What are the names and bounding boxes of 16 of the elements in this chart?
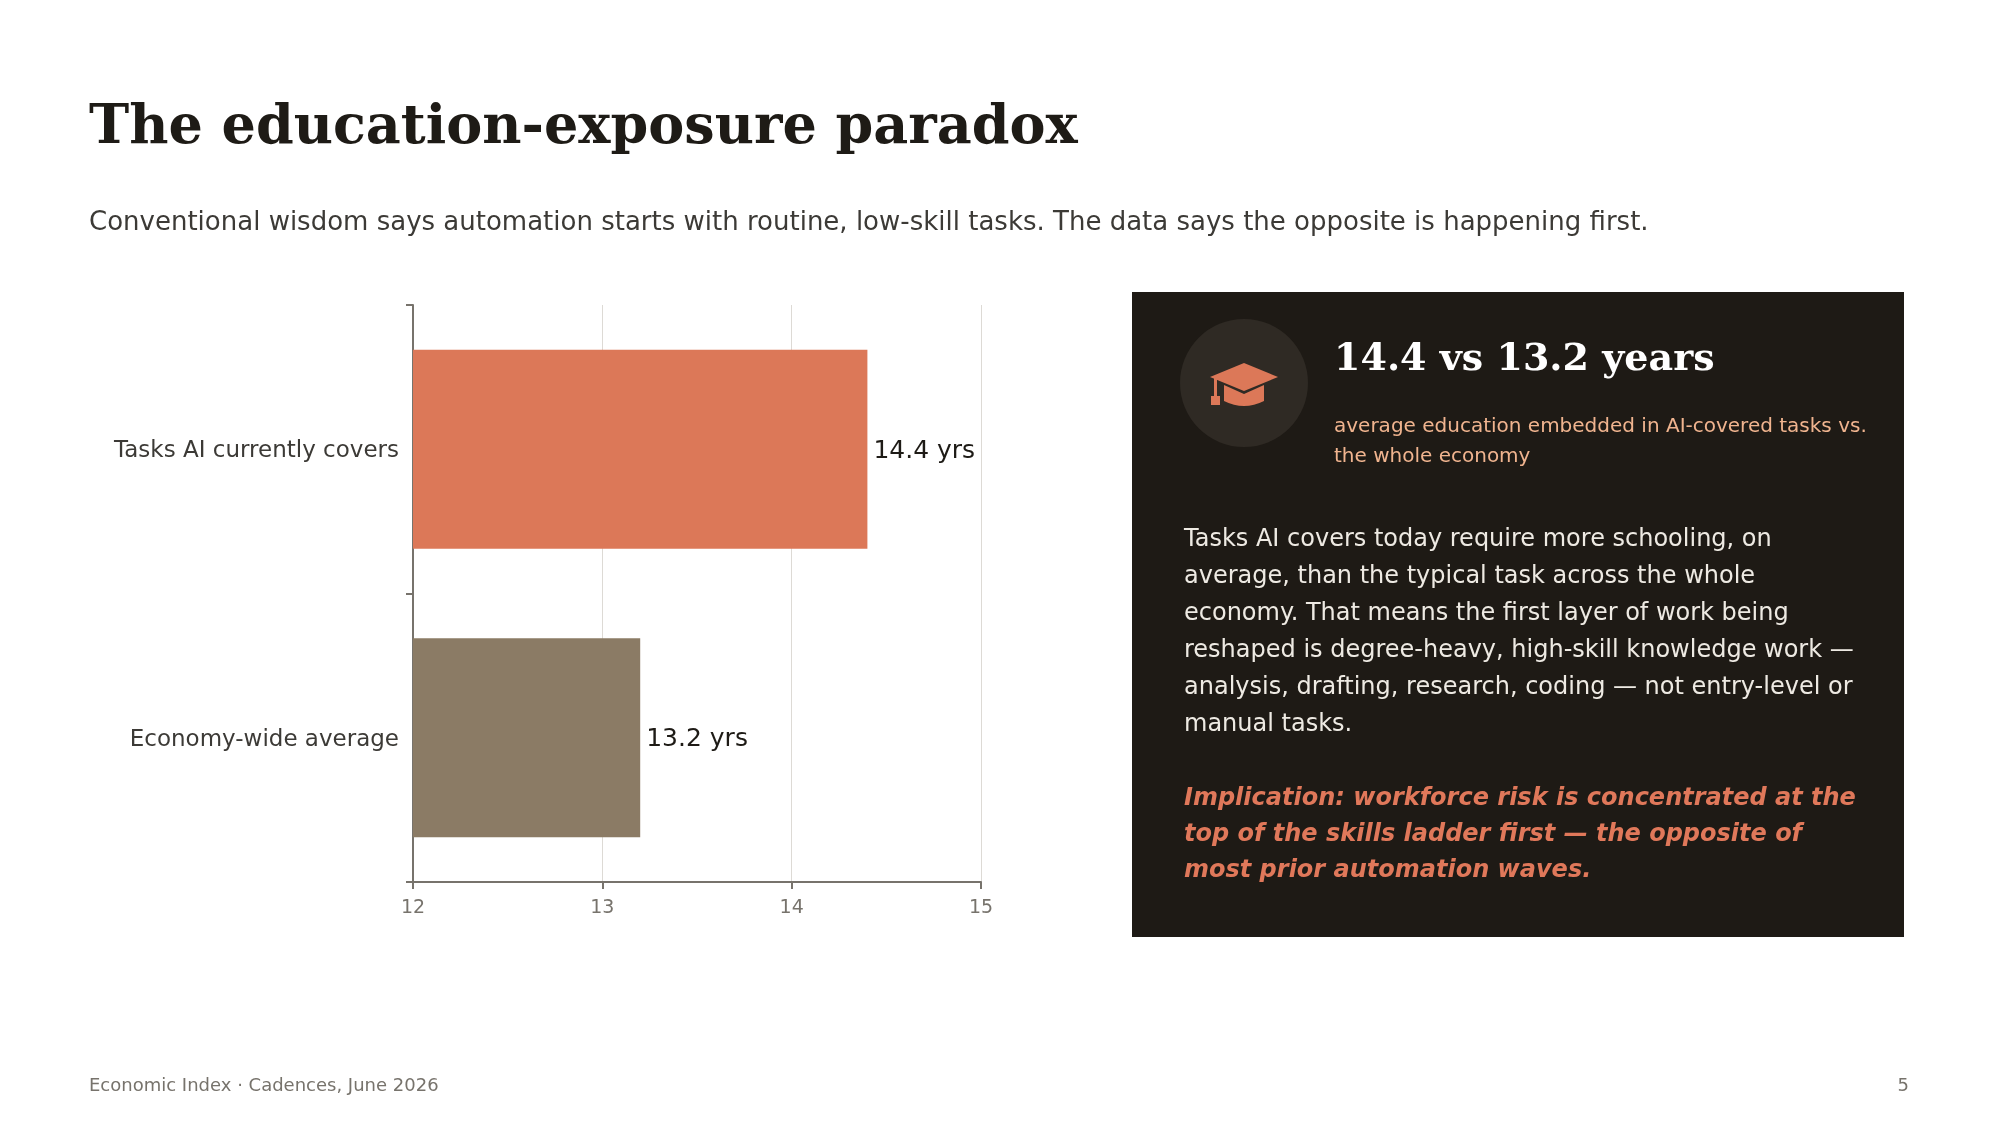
text: Economic Index · Cadences, June 2026 — [89, 1074, 439, 1095]
text: Implication: workforce risk is concentrated at the top of the skills ladder first — the opposite of most prior automation waves. — [1184, 782, 1857, 885]
text: 5 — [1897, 1074, 1909, 1095]
x-tick-label: 12 — [400, 894, 426, 917]
data-label: 13.2 yrs — [646, 723, 748, 753]
text: Tasks AI covers today require more schooling, on average, than the typical task across the whole economy. That means the first layer of work being reshaped is degree-heavy, high-skill knowledge work — analysis, drafting, research, coding — not entry-level or manual tasks. — [1184, 523, 1855, 739]
x-tick-label: 13 — [590, 894, 615, 917]
chart-title: The education-exposure paradox — [89, 92, 1078, 156]
y-tick-label: Economy-wide average — [129, 724, 399, 751]
chart-subtitle: Conventional wisdom says automation starts with routine, low-skill tasks. The data says the opposite is happening first. — [89, 206, 1649, 236]
x-tick-label: 14 — [779, 894, 804, 917]
text: average education embedded in AI-covered tasks vs. the whole economy — [1334, 412, 1868, 469]
text: 14.4 vs 13.2 years — [1334, 334, 1715, 379]
x-tick-label: 15 — [968, 894, 994, 917]
y-tick-label: Tasks AI currently covers — [113, 436, 399, 463]
data-label: 14.4 yrs — [873, 434, 976, 464]
